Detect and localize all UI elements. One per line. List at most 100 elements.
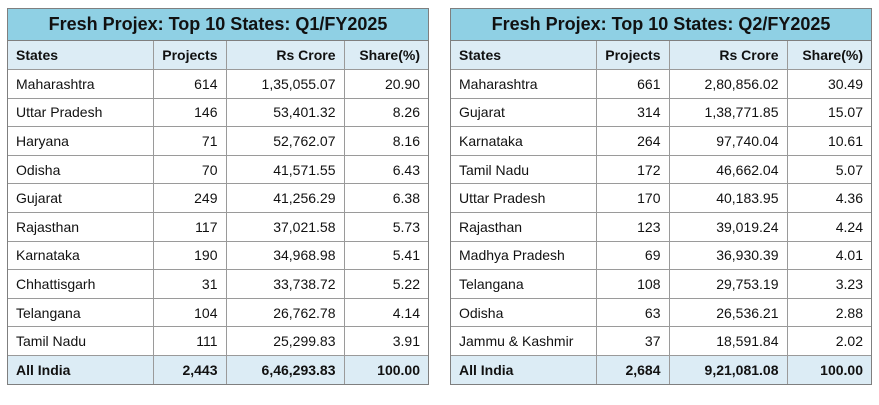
- cell-rs-crore: 40,183.95: [668, 183, 788, 214]
- cell-projects: 117: [152, 212, 227, 242]
- cell-projects: 31: [152, 269, 227, 299]
- cell-state: Telangana: [8, 297, 154, 328]
- cell-projects: 104: [152, 297, 227, 328]
- cell-state: Gujarat: [451, 97, 597, 128]
- column-header-rs-crore: Rs Crore: [668, 41, 788, 71]
- cell-rs-crore: 97,740.04: [668, 126, 788, 156]
- table-row: Gujarat 314 1,38,771.85 15.07: [451, 97, 871, 128]
- cell-rs-crore: 26,762.78: [225, 297, 345, 328]
- cell-state: Rajasthan: [451, 212, 597, 242]
- cell-projects: 70: [152, 154, 227, 185]
- cell-rs-crore: 2,80,856.02: [668, 69, 788, 99]
- cell-state: Tamil Nadu: [8, 326, 154, 357]
- cell-state: Karnataka: [451, 126, 597, 156]
- column-header-state: States: [451, 41, 597, 71]
- cell-projects: 249: [152, 183, 227, 214]
- column-header-projects: Projects: [595, 41, 670, 71]
- total-row: All India 2,443 6,46,293.83 100.00: [8, 355, 428, 385]
- cell-rs-crore: 29,753.19: [668, 269, 788, 299]
- cell-share: 2.88: [786, 297, 871, 328]
- cell-share: 3.91: [343, 326, 428, 357]
- cell-state: Gujarat: [8, 183, 154, 214]
- q2-table-panel: Fresh Projex: Top 10 States: Q2/FY2025 S…: [450, 8, 872, 386]
- cell-projects: 108: [595, 269, 670, 299]
- cell-share: 8.16: [343, 126, 428, 156]
- cell-projects: 172: [595, 154, 670, 185]
- cell-state: Karnataka: [8, 240, 154, 271]
- q2-states-table: States Projects Rs Crore Share(%) Maharasht…: [451, 41, 871, 385]
- cell-rs-crore: 6,46,293.83: [225, 355, 345, 385]
- cell-projects: 146: [152, 97, 227, 128]
- cell-rs-crore: 52,762.07: [225, 126, 345, 156]
- cell-projects: 63: [595, 297, 670, 328]
- cell-share: 4.01: [786, 240, 871, 271]
- cell-rs-crore: 33,738.72: [225, 269, 345, 299]
- cell-state: Maharashtra: [8, 69, 154, 99]
- table-row: Gujarat 249 41,256.29 6.38: [8, 183, 428, 214]
- cell-rs-crore: 46,662.04: [668, 154, 788, 185]
- cell-state: Odisha: [451, 297, 597, 328]
- table-row: Rajasthan 123 39,019.24 4.24: [451, 212, 871, 242]
- cell-state: Odisha: [8, 154, 154, 185]
- q2-table-title: Fresh Projex: Top 10 States: Q2/FY2025: [451, 9, 871, 41]
- cell-share: 5.22: [343, 269, 428, 299]
- cell-share: 5.07: [786, 154, 871, 185]
- total-row: All India 2,684 9,21,081.08 100.00: [451, 355, 871, 385]
- cell-share: 10.61: [786, 126, 871, 156]
- cell-state: Uttar Pradesh: [451, 183, 597, 214]
- cell-rs-crore: 26,536.21: [668, 297, 788, 328]
- table-row: Haryana 71 52,762.07 8.16: [8, 126, 428, 156]
- cell-state: All India: [451, 355, 597, 385]
- cell-projects: 37: [595, 326, 670, 357]
- cell-share: 100.00: [343, 355, 428, 385]
- cell-projects: 264: [595, 126, 670, 156]
- cell-state: Uttar Pradesh: [8, 97, 154, 128]
- table-row: Tamil Nadu 172 46,662.04 5.07: [451, 154, 871, 185]
- cell-share: 3.23: [786, 269, 871, 299]
- table-row: Chhattisgarh 31 33,738.72 5.22: [8, 269, 428, 299]
- cell-share: 100.00: [786, 355, 871, 385]
- table-row: Karnataka 264 97,740.04 10.61: [451, 126, 871, 156]
- cell-share: 2.02: [786, 326, 871, 357]
- cell-share: 5.41: [343, 240, 428, 271]
- cell-state: Jammu & Kashmir: [451, 326, 597, 357]
- cell-share: 6.43: [343, 154, 428, 185]
- cell-projects: 614: [152, 69, 227, 99]
- table-row: Maharashtra 614 1,35,055.07 20.90: [8, 69, 428, 99]
- cell-rs-crore: 39,019.24: [668, 212, 788, 242]
- cell-share: 6.38: [343, 183, 428, 214]
- cell-rs-crore: 9,21,081.08: [668, 355, 788, 385]
- cell-rs-crore: 25,299.83: [225, 326, 345, 357]
- cell-rs-crore: 1,35,055.07: [225, 69, 345, 99]
- column-header-share: Share(%): [343, 41, 428, 71]
- table-row: Tamil Nadu 111 25,299.83 3.91: [8, 326, 428, 357]
- table-header-row: States Projects Rs Crore Share(%): [8, 41, 428, 71]
- column-header-projects: Projects: [152, 41, 227, 71]
- cell-share: 5.73: [343, 212, 428, 242]
- cell-rs-crore: 41,571.55: [225, 154, 345, 185]
- column-header-state: States: [8, 41, 154, 71]
- table-row: Odisha 70 41,571.55 6.43: [8, 154, 428, 185]
- cell-state: Chhattisgarh: [8, 269, 154, 299]
- table-row: Rajasthan 117 37,021.58 5.73: [8, 212, 428, 242]
- cell-projects: 661: [595, 69, 670, 99]
- cell-share: 20.90: [343, 69, 428, 99]
- cell-rs-crore: 34,968.98: [225, 240, 345, 271]
- cell-state: Tamil Nadu: [451, 154, 597, 185]
- cell-rs-crore: 41,256.29: [225, 183, 345, 214]
- cell-share: 15.07: [786, 97, 871, 128]
- column-header-rs-crore: Rs Crore: [225, 41, 345, 71]
- cell-rs-crore: 37,021.58: [225, 212, 345, 242]
- cell-state: Telangana: [451, 269, 597, 299]
- cell-share: 4.14: [343, 297, 428, 328]
- cell-state: Haryana: [8, 126, 154, 156]
- table-row: Uttar Pradesh 146 53,401.32 8.26: [8, 97, 428, 128]
- cell-projects: 2,443: [152, 355, 227, 385]
- table-row: Odisha 63 26,536.21 2.88: [451, 297, 871, 328]
- cell-projects: 190: [152, 240, 227, 271]
- table-row: Telangana 104 26,762.78 4.14: [8, 297, 428, 328]
- table-row: Uttar Pradesh 170 40,183.95 4.36: [451, 183, 871, 214]
- table-row: Maharashtra 661 2,80,856.02 30.49: [451, 69, 871, 99]
- cell-state: Maharashtra: [451, 69, 597, 99]
- table-row: Madhya Pradesh 69 36,930.39 4.01: [451, 240, 871, 271]
